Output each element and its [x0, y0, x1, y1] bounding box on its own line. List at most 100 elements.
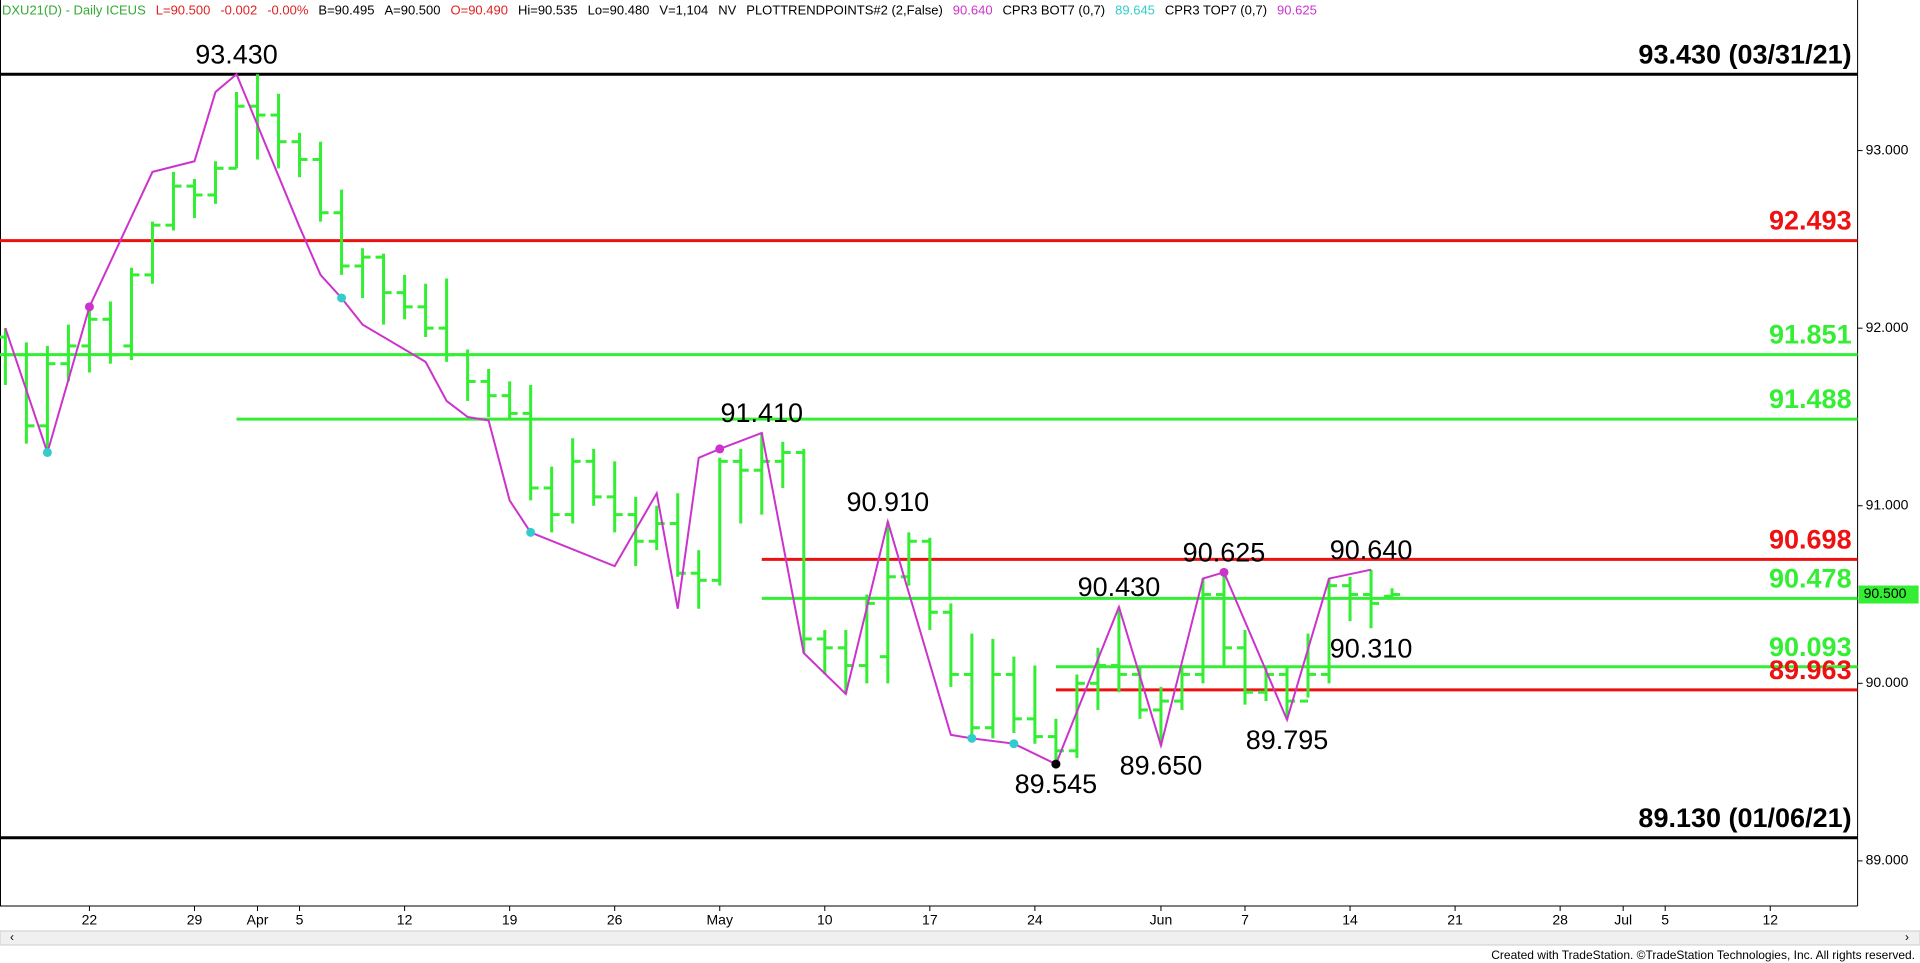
level-label: 91.851 — [1769, 320, 1852, 350]
x-tick-label: 28 — [1552, 912, 1568, 928]
x-tick-label: 19 — [502, 912, 518, 928]
level-label: 91.488 — [1769, 384, 1852, 414]
header-item: DXU21(D) - Daily ICEUS — [2, 2, 146, 17]
header-item: -0.00% — [267, 2, 309, 17]
x-tick-label: 12 — [1762, 912, 1778, 928]
level-label: 93.430 (03/31/21) — [1638, 39, 1851, 69]
header-item: 89.645 — [1115, 2, 1155, 17]
ohlc-bar — [1342, 576, 1359, 622]
level-label: 90.698 — [1769, 524, 1852, 554]
x-tick-label: 12 — [397, 912, 413, 928]
header-item: A=90.500 — [384, 2, 440, 17]
scroll-right[interactable]: › — [1905, 930, 1909, 944]
ohlc-bar — [1215, 572, 1232, 666]
ohlc-bar — [186, 178, 203, 219]
ohlc-bar — [753, 432, 770, 515]
trend-line — [4, 72, 1372, 766]
ohlc-bar — [270, 93, 287, 169]
pivot-label: 89.795 — [1246, 725, 1329, 755]
ohlc-bar — [543, 466, 560, 533]
y-tick-label: 90.000 — [1866, 674, 1909, 690]
ohlc-bar — [1363, 569, 1380, 629]
pivot-label: 90.910 — [847, 487, 930, 517]
pivot-marker — [1051, 759, 1061, 769]
level-label: 90.478 — [1769, 564, 1852, 594]
ohlc-bar — [1279, 665, 1296, 720]
ohlc-bar — [984, 638, 1001, 739]
header-item: CPR3 TOP7 (0,7) — [1165, 2, 1267, 17]
x-tick-label: 17 — [922, 912, 938, 928]
pivot-label: 90.310 — [1330, 633, 1413, 663]
pivot-label: 90.640 — [1330, 535, 1413, 565]
x-tick-label: 24 — [1027, 912, 1043, 928]
pivot-marker — [337, 293, 347, 303]
ohlc-bar — [60, 324, 77, 382]
y-tick-label: 89.000 — [1866, 852, 1909, 868]
x-tick-label: Apr — [247, 912, 269, 928]
ohlc-bar — [1026, 665, 1043, 744]
ohlc-bar — [1110, 606, 1127, 693]
last-price-tag — [1858, 585, 1919, 604]
pivot-label: 93.430 — [195, 39, 278, 69]
ohlc-bar — [312, 141, 329, 222]
ohlc-bar — [438, 278, 455, 362]
ohlc-bar — [396, 274, 413, 320]
ohlc-bar — [144, 221, 161, 284]
header-item: 90.640 — [953, 2, 993, 17]
ohlc-bar — [291, 132, 308, 178]
x-tick-label: Jun — [1150, 912, 1173, 928]
ohlc-bar — [648, 505, 665, 551]
ohlc-bar — [879, 521, 896, 684]
ohlc-bar — [711, 457, 728, 586]
ohlc-bar — [606, 461, 623, 533]
x-tick-label: 10 — [817, 912, 833, 928]
pivot-marker — [42, 447, 52, 457]
ohlc-bar — [102, 301, 119, 364]
header-item: NV — [718, 2, 736, 17]
pivot-label: 90.430 — [1078, 572, 1161, 602]
header-item: 90.625 — [1277, 2, 1317, 17]
ohlc-bar — [795, 448, 812, 654]
level-label: 89.963 — [1769, 655, 1852, 685]
ohlc-bar — [375, 253, 392, 325]
ohlc-bar — [1152, 686, 1169, 746]
ohlc-bar — [0, 328, 14, 385]
pivot-label: 89.650 — [1120, 751, 1203, 781]
ohlc-bar — [1173, 665, 1190, 710]
ohlc-bar — [417, 283, 434, 338]
ohlc-bar — [1047, 718, 1064, 765]
x-tick-label: 7 — [1241, 912, 1249, 928]
ohlc-bar — [333, 189, 350, 275]
pivot-marker — [526, 527, 536, 537]
scroll-left[interactable]: ‹ — [10, 930, 14, 944]
ohlc-bar — [816, 630, 833, 675]
ohlc-bar — [459, 349, 476, 401]
ohlc-bar — [942, 603, 959, 687]
x-tick-label: 14 — [1342, 912, 1358, 928]
ohlc-bar — [1321, 578, 1338, 684]
level-label: 89.130 (01/06/21) — [1638, 803, 1851, 833]
scrollbar[interactable] — [0, 930, 1920, 946]
ohlc-bar — [585, 448, 602, 506]
ohlc-bar — [1005, 656, 1022, 734]
header-item: CPR3 BOT7 (0,7) — [1003, 2, 1106, 17]
ohlc-bar — [963, 633, 980, 735]
x-tick-label: 5 — [1661, 912, 1669, 928]
footer: Created with TradeStation. ©TradeStation… — [1491, 948, 1915, 962]
y-tick-label: 91.000 — [1866, 496, 1909, 512]
x-tick-label: 5 — [296, 912, 304, 928]
header-item: -0.002 — [220, 2, 257, 17]
header-item: Hi=90.535 — [518, 2, 578, 17]
ohlc-bar — [480, 369, 497, 417]
ohlc-bar — [39, 345, 56, 453]
ohlc-bar — [501, 381, 518, 421]
header-item: PLOTTRENDPOINTS#2 (2,False) — [746, 2, 943, 17]
x-tick-label: 22 — [82, 912, 98, 928]
ohlc-bar — [690, 550, 707, 609]
ohlc-bar — [249, 74, 266, 160]
ohlc-bar — [81, 306, 98, 373]
header-item: B=90.495 — [318, 2, 374, 17]
pivot-marker — [715, 444, 725, 454]
ohlc-bar — [522, 384, 539, 501]
